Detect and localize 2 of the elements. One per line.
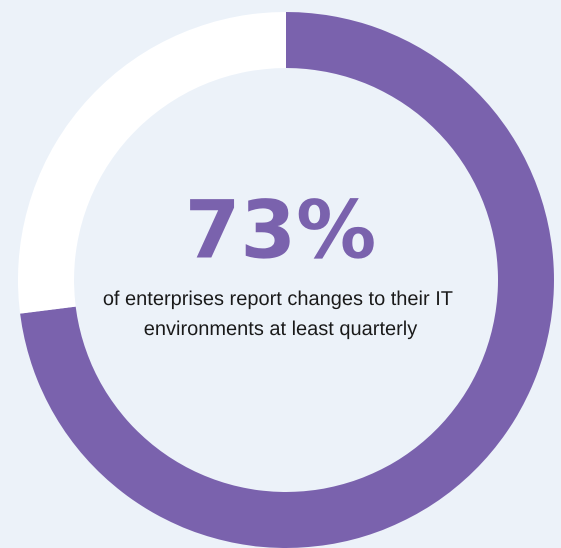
text: of enterprises report changes to their IT environments at least quarterly	[102, 288, 458, 340]
text: 73%	[184, 184, 376, 276]
